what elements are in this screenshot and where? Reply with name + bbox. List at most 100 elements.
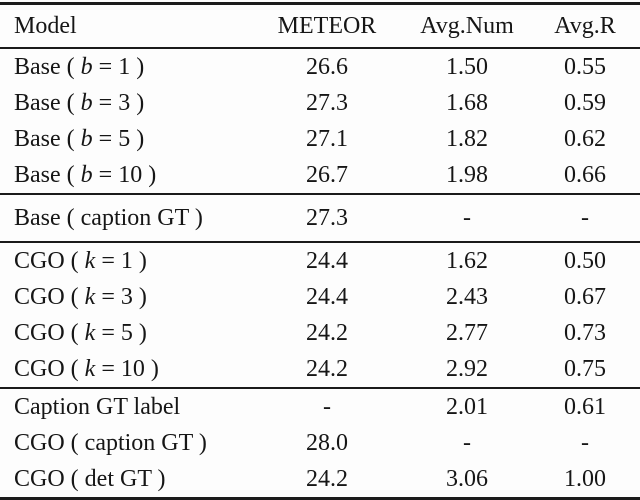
table-section: Base ( b = 1 ) 26.6 1.50 0.55 Base ( b = 3 )… (0, 48, 640, 194)
table-row: CGO ( k = 1 ) 24.4 1.62 0.50 (0, 242, 640, 279)
meteor-cell: 24.2 (306, 355, 348, 382)
model-cell: CGO ( det GT ) (0, 461, 250, 499)
table-row: Base ( b = 10 ) 26.7 1.98 0.66 (0, 157, 640, 194)
model-label: CGO ( (14, 319, 85, 346)
math-variable: b (80, 53, 93, 80)
table-header: Model METEOR Avg.Num Avg.R (0, 4, 640, 48)
avg-num-cell: 1.82 (446, 125, 488, 152)
meteor-cell: 24.2 (306, 465, 348, 492)
table-row: Base ( caption GT ) 27.3 - - (0, 194, 640, 242)
avg-num-cell: 1.98 (446, 161, 488, 188)
math-variable: k (84, 319, 96, 346)
header-row: Model METEOR Avg.Num Avg.R (0, 4, 640, 48)
table-row: CGO ( caption GT ) 28.0 - - (0, 425, 640, 461)
meteor-cell: 24.4 (306, 283, 348, 310)
model-label: CGO ( (14, 355, 85, 382)
avg-r-cell: 0.50 (564, 247, 606, 274)
model-label: Base ( (14, 125, 81, 152)
math-variable: k (84, 283, 96, 310)
model-cell: Base ( b = 5 ) (0, 121, 250, 157)
avg-r-cell: 0.67 (564, 283, 606, 310)
table-row: Base ( b = 5 ) 27.1 1.82 0.62 (0, 121, 640, 157)
avg-r-cell: - (581, 204, 589, 231)
table-row: CGO ( k = 5 ) 24.2 2.77 0.73 (0, 315, 640, 351)
table-row: CGO ( det GT ) 24.2 3.06 1.00 (0, 461, 640, 499)
avg-num-cell: 2.92 (446, 355, 488, 382)
model-label-suffix: = 3 ) (92, 89, 145, 116)
table-section: Caption GT label - 2.01 0.61 CGO ( caption G… (0, 388, 640, 499)
model-cell: CGO ( k = 10 ) (0, 351, 250, 388)
avg-num-cell: 1.50 (446, 53, 488, 80)
column-header: Avg.Num (420, 12, 514, 39)
avg-num-cell: 2.77 (446, 319, 488, 346)
meteor-cell: 26.6 (306, 53, 348, 80)
math-variable: k (84, 355, 96, 382)
model-cell: Base ( caption GT ) (0, 194, 250, 242)
table-row: Caption GT label - 2.01 0.61 (0, 388, 640, 425)
model-label-suffix: = 5 ) (92, 125, 145, 152)
model-cell: CGO ( k = 3 ) (0, 279, 250, 315)
model-label-suffix: = 10 ) (92, 161, 157, 188)
column-header: Model (14, 12, 77, 39)
model-label-suffix: = 5 ) (95, 319, 147, 346)
model-label: CGO ( caption GT ) (14, 429, 207, 456)
model-label: Base ( (14, 161, 81, 188)
model-label: CGO ( (14, 247, 85, 274)
table-row: CGO ( k = 10 ) 24.2 2.92 0.75 (0, 351, 640, 388)
table-section: Base ( caption GT ) 27.3 - - (0, 194, 640, 242)
math-variable: b (80, 125, 93, 152)
avg-r-cell: - (581, 429, 589, 456)
model-cell: Base ( b = 10 ) (0, 157, 250, 194)
model-label-suffix: = 1 ) (95, 247, 147, 274)
avg-num-cell: 1.68 (446, 89, 488, 116)
avg-r-cell: 0.55 (564, 53, 606, 80)
model-label-suffix: = 10 ) (95, 355, 159, 382)
model-cell: CGO ( caption GT ) (0, 425, 250, 461)
math-variable: b (80, 161, 93, 188)
avg-num-cell: - (463, 429, 471, 456)
avg-num-cell: 1.62 (446, 247, 488, 274)
math-variable: k (84, 247, 96, 274)
model-label: Caption GT label (14, 393, 181, 420)
avg-num-cell: 3.06 (446, 465, 488, 492)
model-cell: Base ( b = 1 ) (0, 48, 250, 85)
model-cell: CGO ( k = 5 ) (0, 315, 250, 351)
meteor-cell: - (323, 393, 331, 420)
meteor-cell: 27.1 (306, 125, 348, 152)
meteor-cell: 24.2 (306, 319, 348, 346)
avg-num-cell: 2.43 (446, 283, 488, 310)
meteor-cell: 27.3 (306, 204, 348, 231)
meteor-cell: 27.3 (306, 89, 348, 116)
table-row: Base ( b = 1 ) 26.6 1.50 0.55 (0, 48, 640, 85)
model-label: Base ( caption GT ) (14, 204, 203, 231)
avg-r-cell: 0.66 (564, 161, 606, 188)
meteor-cell: 28.0 (306, 429, 348, 456)
avg-r-cell: 0.61 (564, 393, 606, 420)
model-label: Base ( (14, 89, 81, 116)
model-cell: Caption GT label (0, 388, 250, 425)
meteor-cell: 26.7 (306, 161, 348, 188)
avg-r-cell: 0.75 (564, 355, 606, 382)
model-label: CGO ( det GT ) (14, 465, 166, 492)
table-row: CGO ( k = 3 ) 24.4 2.43 0.67 (0, 279, 640, 315)
avg-r-cell: 0.73 (564, 319, 606, 346)
avg-num-cell: - (463, 204, 471, 231)
math-variable: b (80, 89, 93, 116)
avg-r-cell: 0.62 (564, 125, 606, 152)
model-label-suffix: = 1 ) (92, 53, 145, 80)
column-header: METEOR (277, 12, 377, 39)
avg-num-cell: 2.01 (446, 393, 488, 420)
avg-r-cell: 1.00 (564, 465, 606, 492)
table-row: Base ( b = 3 ) 27.3 1.68 0.59 (0, 85, 640, 121)
model-label-suffix: = 3 ) (95, 283, 147, 310)
model-cell: CGO ( k = 1 ) (0, 242, 250, 279)
column-header: Avg.R (554, 12, 616, 39)
model-label: Base ( (14, 53, 81, 80)
meteor-cell: 24.4 (306, 247, 348, 274)
avg-r-cell: 0.59 (564, 89, 606, 116)
model-label: CGO ( (14, 283, 85, 310)
model-cell: Base ( b = 3 ) (0, 85, 250, 121)
table-section: CGO ( k = 1 ) 24.4 1.62 0.50 CGO ( k = 3 ) 24… (0, 242, 640, 388)
